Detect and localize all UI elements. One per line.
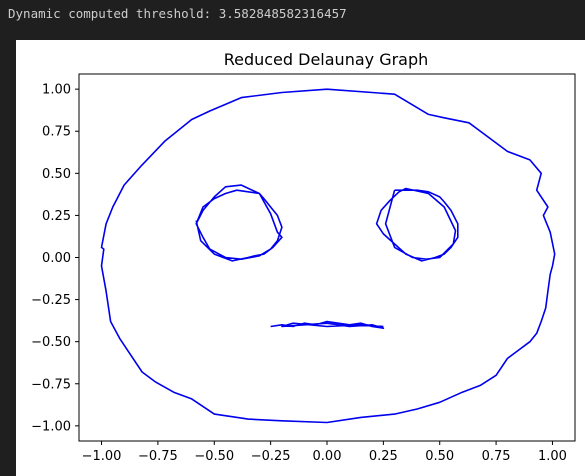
y-tick-label: 0.75	[42, 125, 71, 140]
figure-panel: Reduced Delaunay Graph −1.00 −0.75 −0.50 −0…	[16, 40, 585, 476]
y-axis: 1.00 0.75 0.50 0.25 0.00 −0.25 −0.50 −0.75 −1.00	[31, 83, 79, 434]
y-tick-label: −1.00	[31, 419, 71, 434]
x-tick-label: 0.00	[313, 449, 342, 464]
x-tick-label: 1.00	[538, 449, 567, 464]
plot-frame	[78, 73, 576, 442]
output-cell-gutter	[0, 40, 16, 476]
x-tick-label: −0.50	[194, 449, 234, 464]
graph-edge-path-2	[195, 184, 283, 262]
graph-edge-path-4	[270, 320, 385, 330]
x-tick-label: 0.50	[425, 449, 454, 464]
graph-edge-path-1	[100, 88, 556, 424]
y-tick-label: −0.50	[31, 335, 71, 350]
y-tick-label: 1.00	[42, 83, 71, 98]
chart-svg: Reduced Delaunay Graph −1.00 −0.75 −0.50 −0…	[31, 50, 576, 464]
x-tick-label: −1.00	[82, 449, 122, 464]
y-tick-label: 0.25	[42, 209, 71, 224]
y-tick-label: 0.50	[42, 167, 71, 182]
y-tick-label: −0.75	[31, 377, 71, 392]
chart-title: Reduced Delaunay Graph	[224, 50, 429, 69]
console-output-line: Dynamic computed threshold: 3.5828485823…	[8, 6, 347, 21]
y-tick-label: 0.00	[42, 251, 71, 266]
graph-edge-path-3	[375, 187, 459, 262]
graph-edges	[100, 88, 556, 424]
x-tick-label: 0.25	[369, 449, 398, 464]
x-tick-label: −0.75	[138, 449, 178, 464]
x-tick-label: −0.25	[251, 449, 291, 464]
x-tick-label: 0.75	[482, 449, 511, 464]
x-axis: −1.00 −0.75 −0.50 −0.25 0.00 0.25 0.50 0.75 1.00	[82, 441, 567, 464]
y-tick-label: −0.25	[31, 293, 71, 308]
